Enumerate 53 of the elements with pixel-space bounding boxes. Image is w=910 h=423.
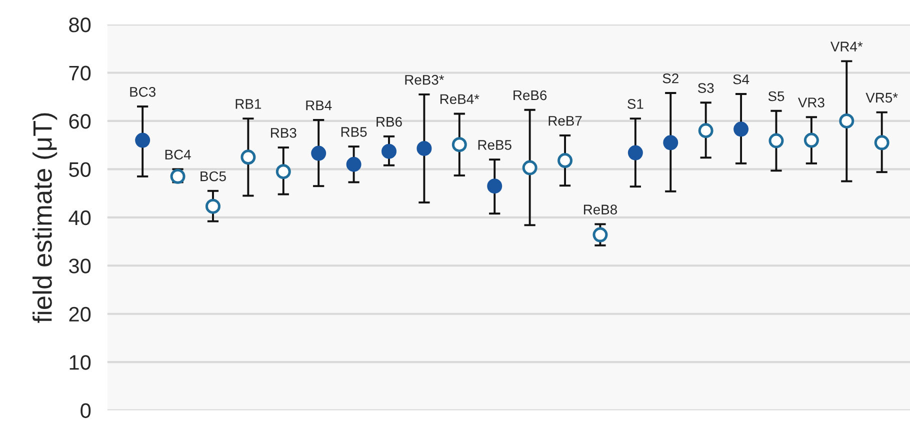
point: [205, 198, 220, 214]
x-tick-label: S4: [733, 74, 750, 84]
point: [734, 122, 749, 137]
x-tick-label: S2: [662, 73, 678, 84]
y-tick-label: 0: [80, 403, 91, 418]
x-tick-label: ReB5: [478, 140, 512, 150]
point: [768, 133, 784, 148]
point: [276, 164, 291, 180]
x-tick-label: ReB3*: [405, 74, 444, 85]
point: [558, 153, 573, 168]
point: [311, 146, 326, 161]
x-tick-label: RB3: [271, 128, 296, 138]
y-tick-label: 80: [69, 18, 91, 32]
x-tick-label: BC5: [200, 171, 226, 182]
x-tick-label: ReB8: [584, 204, 617, 214]
y-tick-label: 70: [69, 66, 91, 81]
x-tick-label: RB6: [376, 116, 402, 127]
point: [522, 160, 538, 176]
y-tick-label: 30: [69, 258, 91, 274]
point: [804, 132, 819, 148]
x-tick-label: ReB7: [548, 116, 582, 126]
x-tick-label: RB1: [236, 99, 262, 109]
x-tick-label: RB5: [341, 127, 367, 137]
point: [452, 137, 467, 152]
point: [628, 145, 643, 160]
point: [698, 123, 714, 138]
point: [382, 144, 396, 159]
y-axis-title: field estimate (μT): [32, 113, 58, 323]
x-tick-label: ReB4*: [440, 94, 480, 104]
x-tick-label: BC4: [165, 150, 191, 160]
x-tick-label: VR3: [798, 98, 824, 108]
point: [416, 140, 432, 156]
x-tick-label: RB4: [306, 100, 332, 110]
point: [487, 178, 502, 194]
y-tick-label: 20: [69, 306, 91, 322]
x-tick-label: S3: [698, 83, 714, 93]
point: [135, 132, 150, 148]
x-tick-label: ReB6: [514, 90, 547, 100]
point: [592, 227, 608, 242]
point: [346, 156, 362, 172]
x-tick-label: VR5*: [866, 92, 898, 103]
point: [240, 150, 256, 165]
x-tick-label: VR4*: [830, 42, 863, 52]
y-tick-label: 50: [69, 162, 91, 177]
point: [663, 135, 678, 150]
x-tick-label: BC3: [130, 86, 156, 97]
x-tick-label: S1: [628, 99, 644, 109]
x-tick-label: S5: [768, 91, 784, 102]
point: [839, 113, 854, 128]
y-tick-label: 10: [70, 355, 91, 370]
y-tick-label: 60: [69, 114, 91, 129]
point: [874, 135, 890, 150]
y-tick-label: 40: [68, 210, 91, 226]
